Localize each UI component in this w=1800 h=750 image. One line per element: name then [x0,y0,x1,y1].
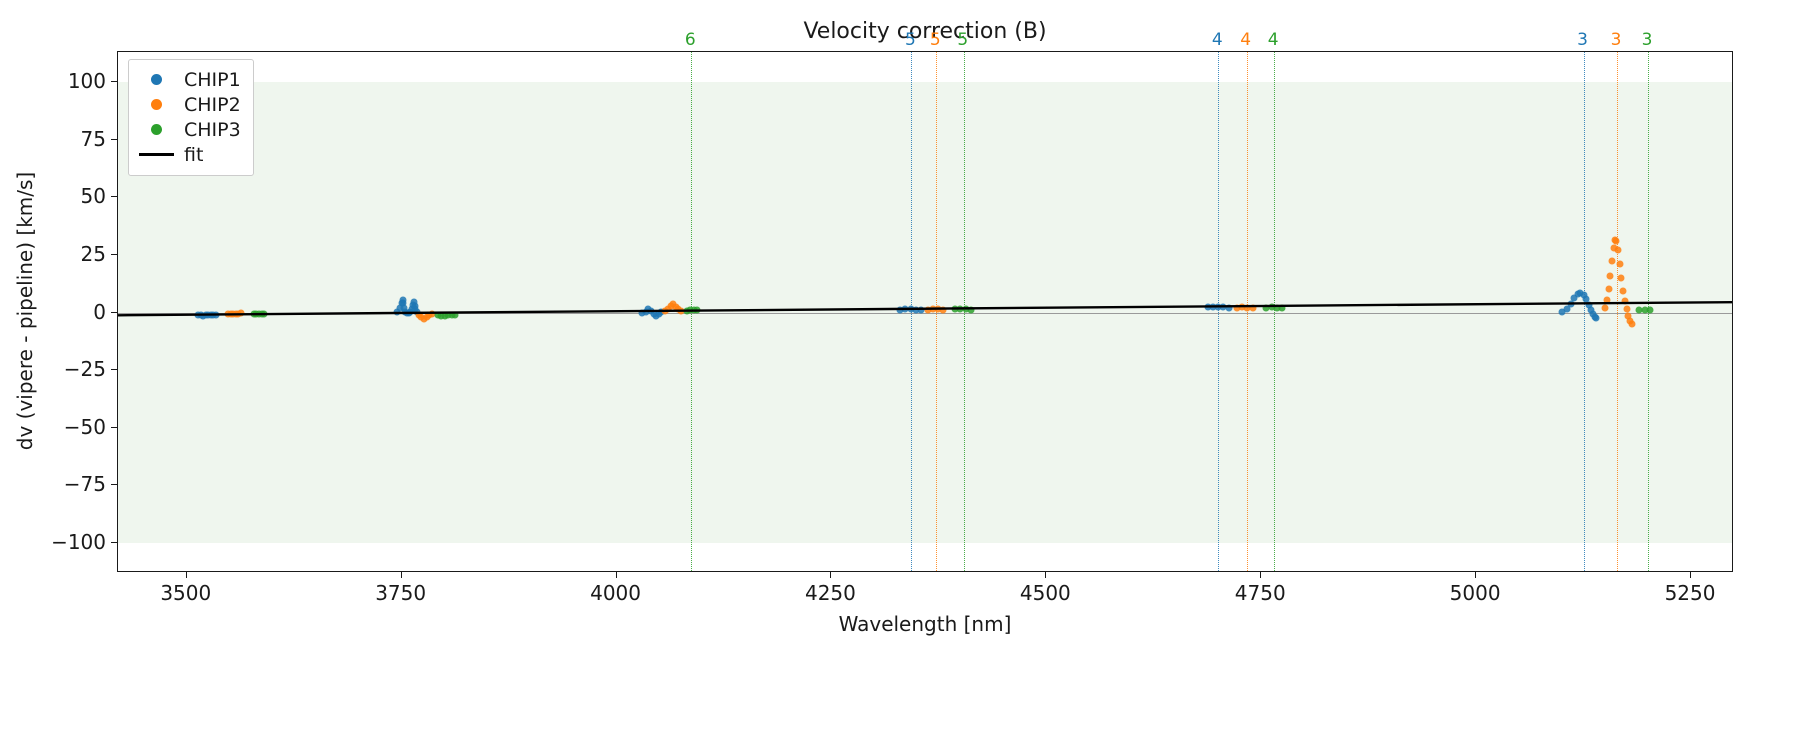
y-tick-2 [111,196,117,198]
x-tick-3 [830,572,832,578]
data-point [1614,246,1622,254]
legend-item-chip1: CHIP1 [139,67,241,92]
x-tick-4 [1045,572,1047,578]
data-point [1249,304,1257,312]
data-point [693,306,701,314]
order-marker-label-3: 5 [957,30,969,50]
y-tick-label-8: −100 [51,530,106,555]
x-tick-1 [400,572,402,578]
data-point [1612,237,1620,245]
data-point [1225,304,1233,312]
y-tick-5 [111,369,117,371]
data-points-layer [118,52,1732,571]
data-point [1610,244,1618,252]
legend-label: CHIP2 [184,93,241,116]
order-marker-label-2: 5 [929,30,941,50]
data-point [1592,314,1600,322]
chart-title: Velocity correction (B) [803,19,1047,44]
y-tick-8 [111,542,117,544]
data-point [1616,260,1624,268]
data-point [1621,297,1629,305]
y-tick-6 [111,426,117,428]
legend-item-chip3: CHIP3 [139,117,241,142]
order-marker-label-6: 4 [1267,30,1279,50]
legend-line-swatch [139,153,174,156]
data-point [939,306,947,313]
data-point [237,309,245,317]
x-tick-5 [1260,572,1262,578]
y-tick-label-3: 25 [80,241,106,266]
x-tick-label-0: 3500 [160,581,212,605]
data-point [1619,287,1627,295]
x-tick-label-1: 3750 [375,581,427,605]
data-point [1608,257,1616,265]
order-marker-label-9: 3 [1641,30,1653,50]
y-tick-label-1: 75 [80,126,106,151]
x-tick-label-7: 5250 [1664,581,1716,605]
data-point [260,310,268,318]
data-point [1623,305,1631,313]
data-point [1567,300,1575,308]
order-marker-label-4: 4 [1211,30,1223,50]
x-tick-0 [185,572,187,578]
legend-dot-icon [151,99,162,110]
legend-item-fit: fit [139,142,241,167]
y-tick-1 [111,138,117,140]
y-tick-label-7: −75 [63,472,106,497]
data-point [1617,274,1625,282]
data-point [1646,306,1654,314]
y-tick-label-0: 100 [67,68,106,93]
y-tick-label-2: 50 [80,184,106,209]
legend: CHIP1 CHIP2 CHIP3 fit [128,59,254,176]
y-tick-label-5: −25 [63,357,106,382]
y-tick-label-4: 0 [93,299,106,324]
data-point [1278,304,1286,312]
y-tick-7 [111,484,117,486]
data-point [1570,294,1578,302]
y-axis-label: dv (vipere - pipeline) [km/s] [13,171,37,451]
data-point [1628,320,1636,328]
data-point [1605,285,1612,293]
x-tick-2 [615,572,617,578]
x-axis-label: Wavelength [nm] [838,612,1012,636]
x-tick-label-3: 4250 [804,581,856,605]
data-point [212,311,220,319]
order-marker-label-1: 5 [904,30,916,50]
order-marker-label-8: 3 [1610,30,1622,50]
data-point [451,311,459,319]
data-point [1603,296,1611,304]
data-point [967,306,975,313]
y-tick-4 [111,311,117,313]
plot-area [117,51,1733,572]
order-marker-label-7: 3 [1577,30,1588,50]
x-tick-label-2: 4000 [590,581,641,605]
data-point [1601,304,1609,312]
legend-dot-icon [151,124,162,135]
y-tick-0 [111,80,117,82]
y-tick-label-6: −50 [63,414,106,439]
order-marker-label-5: 4 [1240,30,1252,50]
data-point [1582,295,1590,303]
legend-label: fit [184,143,204,166]
x-tick-7 [1690,572,1692,578]
order-marker-label-0: 6 [684,30,696,50]
legend-label: CHIP3 [184,118,241,141]
x-tick-label-5: 4750 [1234,581,1286,605]
x-tick-6 [1475,572,1477,578]
x-tick-label-4: 4500 [1019,581,1071,605]
legend-dot-icon [151,74,162,85]
x-tick-label-6: 5000 [1449,581,1501,605]
legend-item-chip2: CHIP2 [139,92,241,117]
data-point [1606,272,1614,280]
legend-label: CHIP1 [184,68,241,91]
y-tick-3 [111,253,117,255]
data-point [1580,291,1588,299]
